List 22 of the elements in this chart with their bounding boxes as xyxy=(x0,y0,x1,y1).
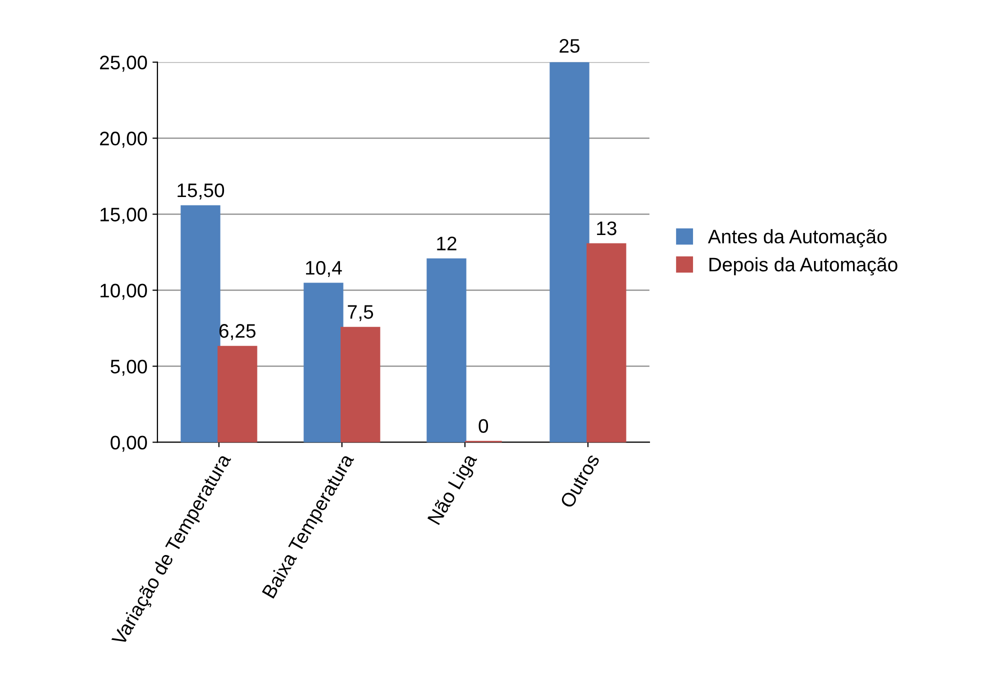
legend-label: Antes da Automação xyxy=(708,229,887,248)
y-tick-label: 15,00 xyxy=(100,208,147,224)
data-label: 13 xyxy=(597,221,616,236)
data-label: 25 xyxy=(560,39,580,53)
bar xyxy=(304,282,344,442)
data-label: 12 xyxy=(437,236,456,250)
bar xyxy=(180,205,220,442)
y-tick-label: 20,00 xyxy=(100,132,147,148)
y-tick-label: 25,00 xyxy=(100,56,147,72)
y-tick-label: 5,00 xyxy=(110,360,147,376)
data-label: 15,50 xyxy=(178,183,224,200)
bar xyxy=(426,258,466,442)
data-label: 7,5 xyxy=(348,305,374,322)
bar xyxy=(586,243,626,442)
legend-label: Depois da Automação xyxy=(709,257,898,276)
bar xyxy=(550,62,590,442)
data-label: 0 xyxy=(478,419,488,433)
y-tick-label: 0,00 xyxy=(110,436,147,452)
bar xyxy=(340,326,380,442)
data-label: 10,4 xyxy=(306,260,342,278)
bar xyxy=(218,346,258,442)
y-tick-label: 10,00 xyxy=(100,284,147,300)
